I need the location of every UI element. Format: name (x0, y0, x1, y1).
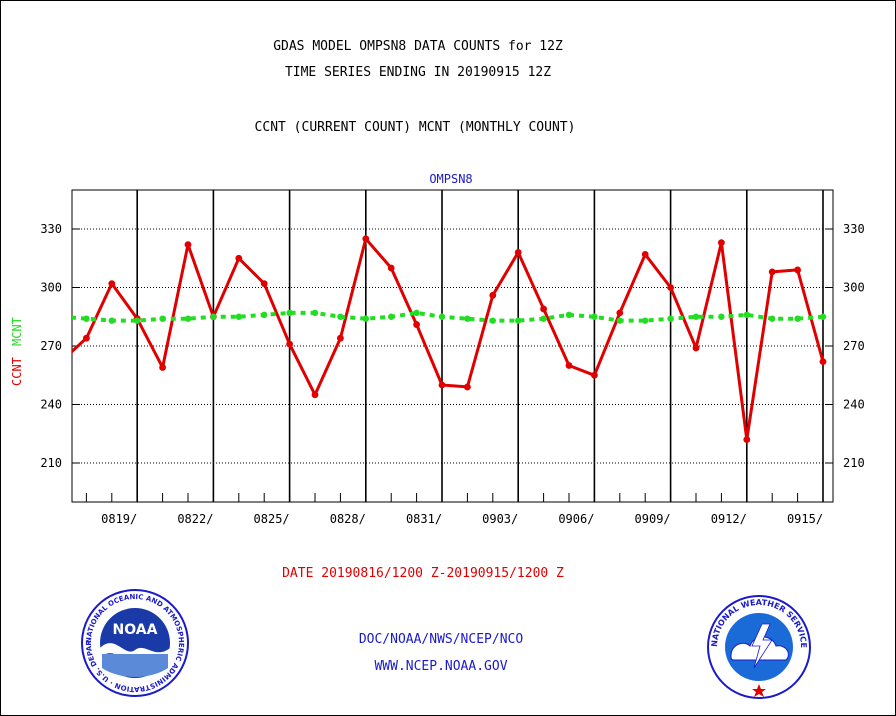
ccnt-data-point (489, 291, 497, 299)
x-tick-label: 0819/ (101, 512, 137, 526)
ccnt-data-point (438, 381, 446, 389)
ccnt-data-point (743, 436, 751, 443)
x-tick-label: 0903/ (482, 512, 518, 526)
mcnt-data-point (438, 313, 446, 320)
chart-title-line2: TIME SERIES ENDING IN 20190915 12Z (284, 65, 552, 80)
x-tick-label: 0822/ (177, 512, 213, 526)
ccnt-data-point (464, 383, 471, 391)
mcnt-data-point (667, 315, 674, 322)
mcnt-data-point (108, 317, 116, 324)
y-tick-label-left: 210 (40, 456, 62, 470)
mcnt-data-point (235, 313, 242, 320)
mcnt-data-point (159, 315, 166, 322)
mcnt-data-point (286, 309, 293, 317)
mcnt-data-point (565, 311, 573, 318)
x-tick-label: 0831/ (406, 512, 442, 526)
y-tick-label-right: 270 (843, 339, 865, 353)
ccnt-data-point (565, 362, 573, 369)
date-range-label: DATE 20190816/1200 Z-20190915/1200 Z (282, 566, 564, 581)
noaa-logo-text: NOAA (113, 622, 158, 638)
footer-url-link[interactable]: WWW.NCEP.NOAA.GOV (374, 659, 508, 674)
mcnt-data-point (184, 315, 192, 322)
mcnt-data-point (362, 315, 369, 322)
mcnt-data-point (515, 317, 522, 324)
ccnt-data-point (311, 391, 319, 399)
y-tick-label-right: 240 (843, 398, 865, 412)
ccnt-data-point (768, 268, 776, 276)
ccnt-data-point (692, 344, 700, 352)
mcnt-data-point (134, 317, 141, 324)
x-tick-label: 0906/ (558, 512, 594, 526)
axis-text-layer: OMPSN8 CCNT MCNT 210 210 240 240 270 270 300 30… (10, 172, 865, 526)
ccnt-data-point (337, 334, 344, 342)
mcnt-data-point (83, 315, 90, 322)
mcnt-data-point (413, 309, 420, 317)
mcnt-data-point (464, 315, 471, 322)
ccnt-data-point (108, 280, 116, 287)
chart-subtitle: CCNT (CURRENT COUNT) MCNT (MONTHLY COUNT… (254, 120, 576, 135)
ccnt-data-point (616, 309, 624, 317)
mcnt-data-point (819, 313, 827, 320)
footer-org-text: DOC/NOAA/NWS/NCEP/NCO (358, 632, 524, 647)
y-tick-label-left: 240 (40, 398, 62, 412)
mcnt-data-point (210, 313, 217, 320)
mcnt-data-point (591, 313, 598, 320)
mcnt-data-point (692, 313, 700, 320)
x-tick-label: 0909/ (635, 512, 671, 526)
ccnt-data-point (387, 264, 395, 272)
chart-title-line1: GDAS MODEL OMPSN8 DATA COUNTS for 12Z (273, 39, 563, 54)
mcnt-data-point (489, 317, 496, 324)
x-tick-label: 0915/ (787, 512, 823, 526)
mcnt-data-point (718, 313, 725, 320)
y-tick-label-right: 210 (843, 456, 865, 470)
mcnt-data-point (58, 314, 64, 320)
ccnt-data-point (641, 250, 649, 258)
mcnt-data-point (311, 309, 319, 317)
y-tick-label-left: 300 (40, 281, 62, 295)
mcnt-data-point (642, 317, 649, 324)
mcnt-data-point (794, 315, 801, 322)
ccnt-data-point (718, 239, 725, 247)
ccnt-data-point (819, 358, 827, 365)
ccnt-data-point (260, 280, 268, 287)
ccnt-data-point (83, 334, 90, 342)
ccnt-data-point (667, 284, 674, 291)
mcnt-data-point (337, 313, 344, 320)
ccnt-data-point (540, 305, 547, 313)
y-tick-label-right: 330 (843, 222, 865, 236)
x-tick-label: 0825/ (254, 512, 290, 526)
mcnt-data-point (743, 311, 750, 318)
ccnt-data-point (413, 321, 420, 328)
series-layer (58, 235, 827, 443)
ccnt-data-point (235, 254, 243, 262)
panel-title: OMPSN8 (429, 172, 472, 186)
y-tick-label-left: 270 (40, 339, 62, 353)
y-tick-label-right: 300 (843, 281, 865, 295)
ccnt-data-point (794, 266, 801, 274)
ccnt-data-point (362, 235, 370, 243)
grid-layer (71, 189, 834, 503)
ccnt-data-point (184, 241, 192, 249)
ccnt-data-point (159, 364, 167, 371)
mcnt-data-point (388, 313, 395, 320)
mcnt-data-point (540, 315, 547, 322)
y-axis-label-mcnt: MCNT (10, 317, 24, 346)
x-tick-label: 0912/ (711, 512, 747, 526)
mcnt-data-point (616, 317, 623, 324)
nws-logo: NATIONAL WEATHER SERVICE (707, 595, 811, 699)
y-tick-label-left: 330 (40, 222, 62, 236)
ccnt-data-point (286, 340, 293, 348)
y-axis-label-ccnt: CCNT (10, 357, 24, 386)
mcnt-data-point (769, 315, 776, 322)
ccnt-data-point (58, 358, 65, 365)
mcnt-data-point (261, 311, 268, 318)
x-tick-label: 0828/ (330, 512, 366, 526)
ccnt-data-point (514, 249, 522, 256)
noaa-logo: NATIONAL OCEANIC AND ATMOSPHERIC ADMINIS… (80, 588, 189, 697)
ccnt-data-point (591, 371, 598, 379)
